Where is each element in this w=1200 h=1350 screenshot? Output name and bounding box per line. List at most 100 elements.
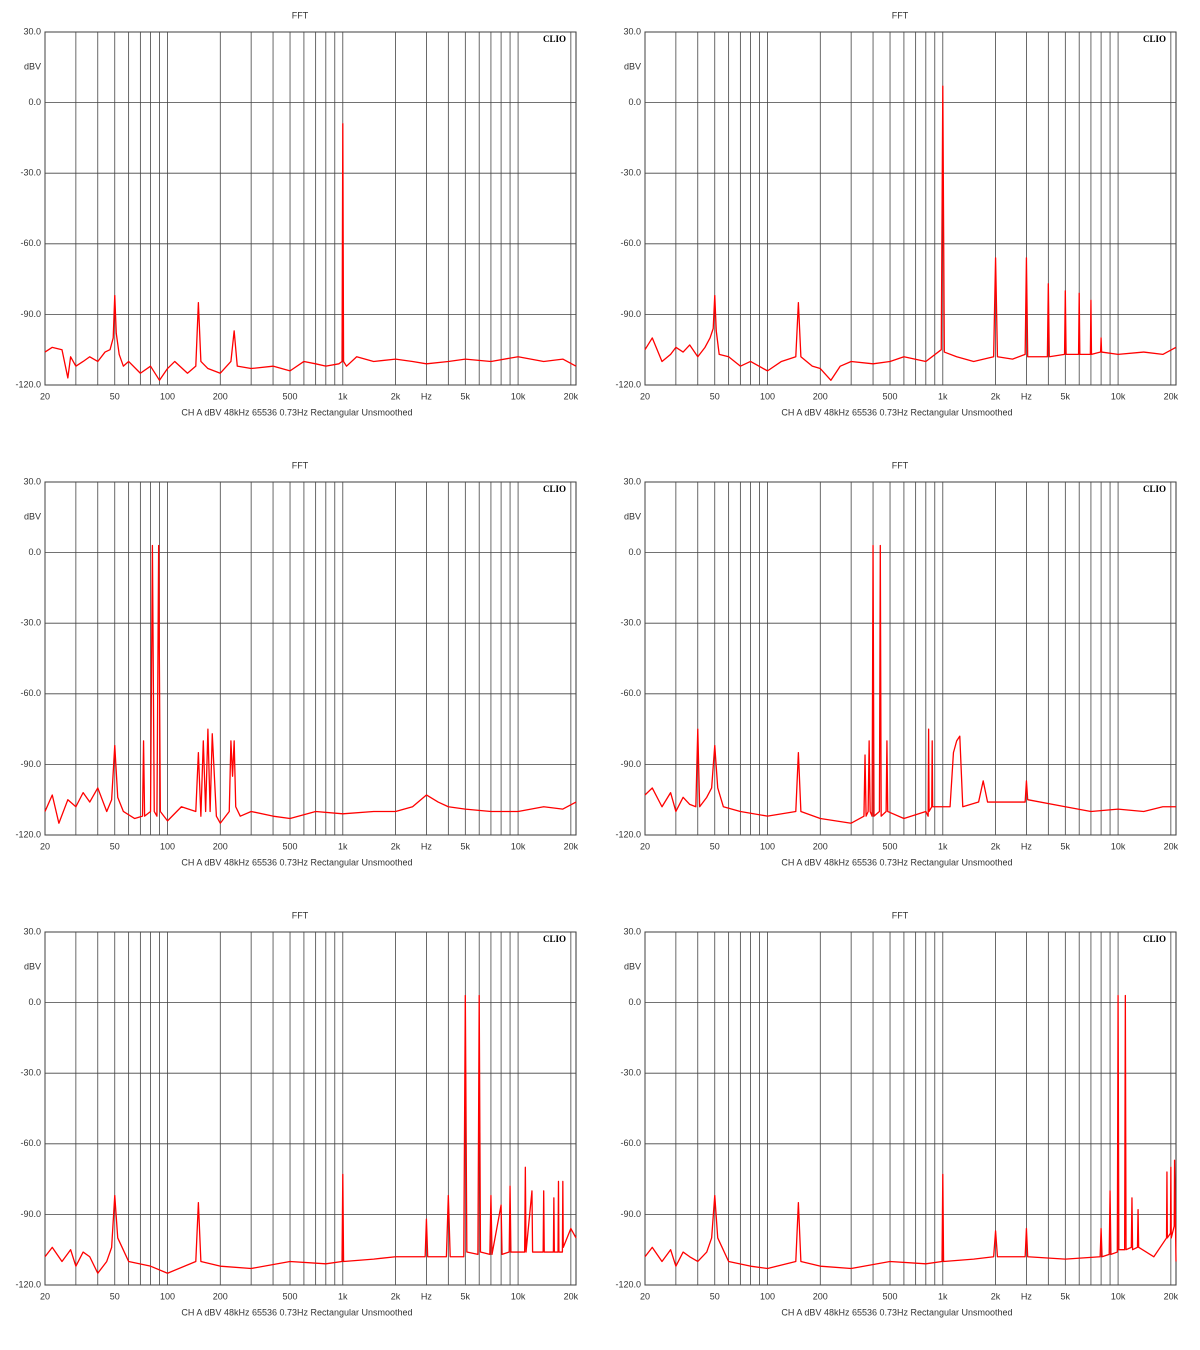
x-tick-label: 100 [760,1291,775,1301]
chart-title: FFT [892,10,909,20]
plot-area [644,931,1177,1286]
chart-title: FFT [892,910,909,920]
y-tick-label: 30.0 [23,26,41,36]
x-tick-label: 50 [110,841,120,851]
brand: CLIO [1143,484,1166,494]
y-tick-label: 30.0 [23,926,41,936]
x-tick-label: 2k [391,1291,401,1301]
x-tick-label: 5k [461,841,471,851]
y-tick-label: -60.0 [620,238,641,248]
x-tick-label: 200 [213,391,228,401]
y-tick-label: -30.0 [20,168,41,178]
y-tick-label: 30.0 [623,926,641,936]
x-tick-label: 10k [1111,841,1126,851]
x-tick-label: 20k [564,1291,579,1301]
x-tick-label: Hz [421,391,432,401]
y-tick-label: 0.0 [28,547,41,557]
y-tick-label: -120.0 [615,829,641,839]
x-tick-label: Hz [1021,391,1032,401]
y-tick-label: -60.0 [620,1138,641,1148]
x-tick-label: 100 [160,841,175,851]
chart-title: FFT [292,460,309,470]
y-tick-label: -30.0 [620,168,641,178]
y-tick-label: -120.0 [15,379,41,389]
x-tick-label: 1k [938,1291,948,1301]
brand: CLIO [543,934,566,944]
y-axis-label: dBV [24,961,41,971]
x-tick-label: Hz [1021,841,1032,851]
x-tick-label: 20 [640,391,650,401]
y-tick-label: -30.0 [620,618,641,628]
plot-area [644,481,1177,836]
spectrum-line [44,994,577,1274]
footer: CH A dBV 48kHz 65536 0.73Hz Rectangular … [181,857,412,867]
plot-area [44,931,577,1286]
y-tick-label: -120.0 [615,379,641,389]
chart-title: FFT [292,10,309,20]
y-tick-label: -60.0 [20,238,41,248]
y-tick-label: -60.0 [620,688,641,698]
x-tick-label: 1k [938,391,948,401]
x-tick-label: 10k [511,1291,526,1301]
x-tick-label: 100 [760,841,775,851]
x-tick-label: 1k [338,1291,348,1301]
y-axis-label: dBV [624,511,641,521]
spectrum-line [644,994,1177,1270]
y-tick-label: -90.0 [20,759,41,769]
x-tick-label: 10k [511,391,526,401]
x-tick-label: 20 [40,1291,50,1301]
y-tick-label: -30.0 [20,1068,41,1078]
x-tick-label: 200 [813,1291,828,1301]
x-tick-label: 10k [1111,1291,1126,1301]
y-tick-label: -120.0 [615,1279,641,1289]
chart-title: FFT [892,460,909,470]
y-tick-label: 0.0 [28,997,41,1007]
x-tick-label: 10k [1111,391,1126,401]
y-tick-label: 0.0 [28,97,41,107]
spectrum-line [44,123,577,381]
x-tick-label: 2k [991,391,1001,401]
x-tick-label: 500 [883,1291,898,1301]
x-tick-label: 50 [710,1291,720,1301]
footer: CH A dBV 48kHz 65536 0.73Hz Rectangular … [781,1307,1012,1317]
x-tick-label: 5k [1061,391,1071,401]
footer: CH A dBV 48kHz 65536 0.73Hz Rectangular … [781,407,1012,417]
x-tick-label: 200 [213,1291,228,1301]
x-tick-label: 200 [213,841,228,851]
y-tick-label: -60.0 [20,688,41,698]
x-tick-label: 500 [283,1291,298,1301]
footer: CH A dBV 48kHz 65536 0.73Hz Rectangular … [181,407,412,417]
x-tick-label: Hz [421,841,432,851]
x-tick-label: 20 [640,1291,650,1301]
footer: CH A dBV 48kHz 65536 0.73Hz Rectangular … [181,1307,412,1317]
y-tick-label: -60.0 [20,1138,41,1148]
x-tick-label: 2k [391,391,401,401]
x-tick-label: 1k [938,841,948,851]
y-tick-label: -30.0 [620,1068,641,1078]
y-tick-label: -120.0 [15,829,41,839]
x-tick-label: 50 [110,1291,120,1301]
x-tick-label: 100 [160,1291,175,1301]
plot-area [644,31,1177,386]
y-tick-label: -90.0 [20,1209,41,1219]
y-tick-label: -90.0 [620,1209,641,1219]
x-tick-label: Hz [1021,1291,1032,1301]
x-tick-label: 50 [710,841,720,851]
x-tick-label: 2k [991,841,1001,851]
y-axis-label: dBV [624,61,641,71]
y-tick-label: 30.0 [623,26,641,36]
x-tick-label: Hz [421,1291,432,1301]
x-tick-label: 5k [461,391,471,401]
y-axis-label: dBV [24,61,41,71]
brand: CLIO [543,484,566,494]
x-tick-label: 20 [40,841,50,851]
plot-area [44,31,577,386]
x-tick-label: 500 [283,391,298,401]
x-tick-label: 20k [1164,1291,1179,1301]
y-tick-label: 0.0 [628,547,641,557]
y-tick-label: 0.0 [628,97,641,107]
spectrum-line [644,544,1176,824]
x-tick-label: 2k [991,1291,1001,1301]
